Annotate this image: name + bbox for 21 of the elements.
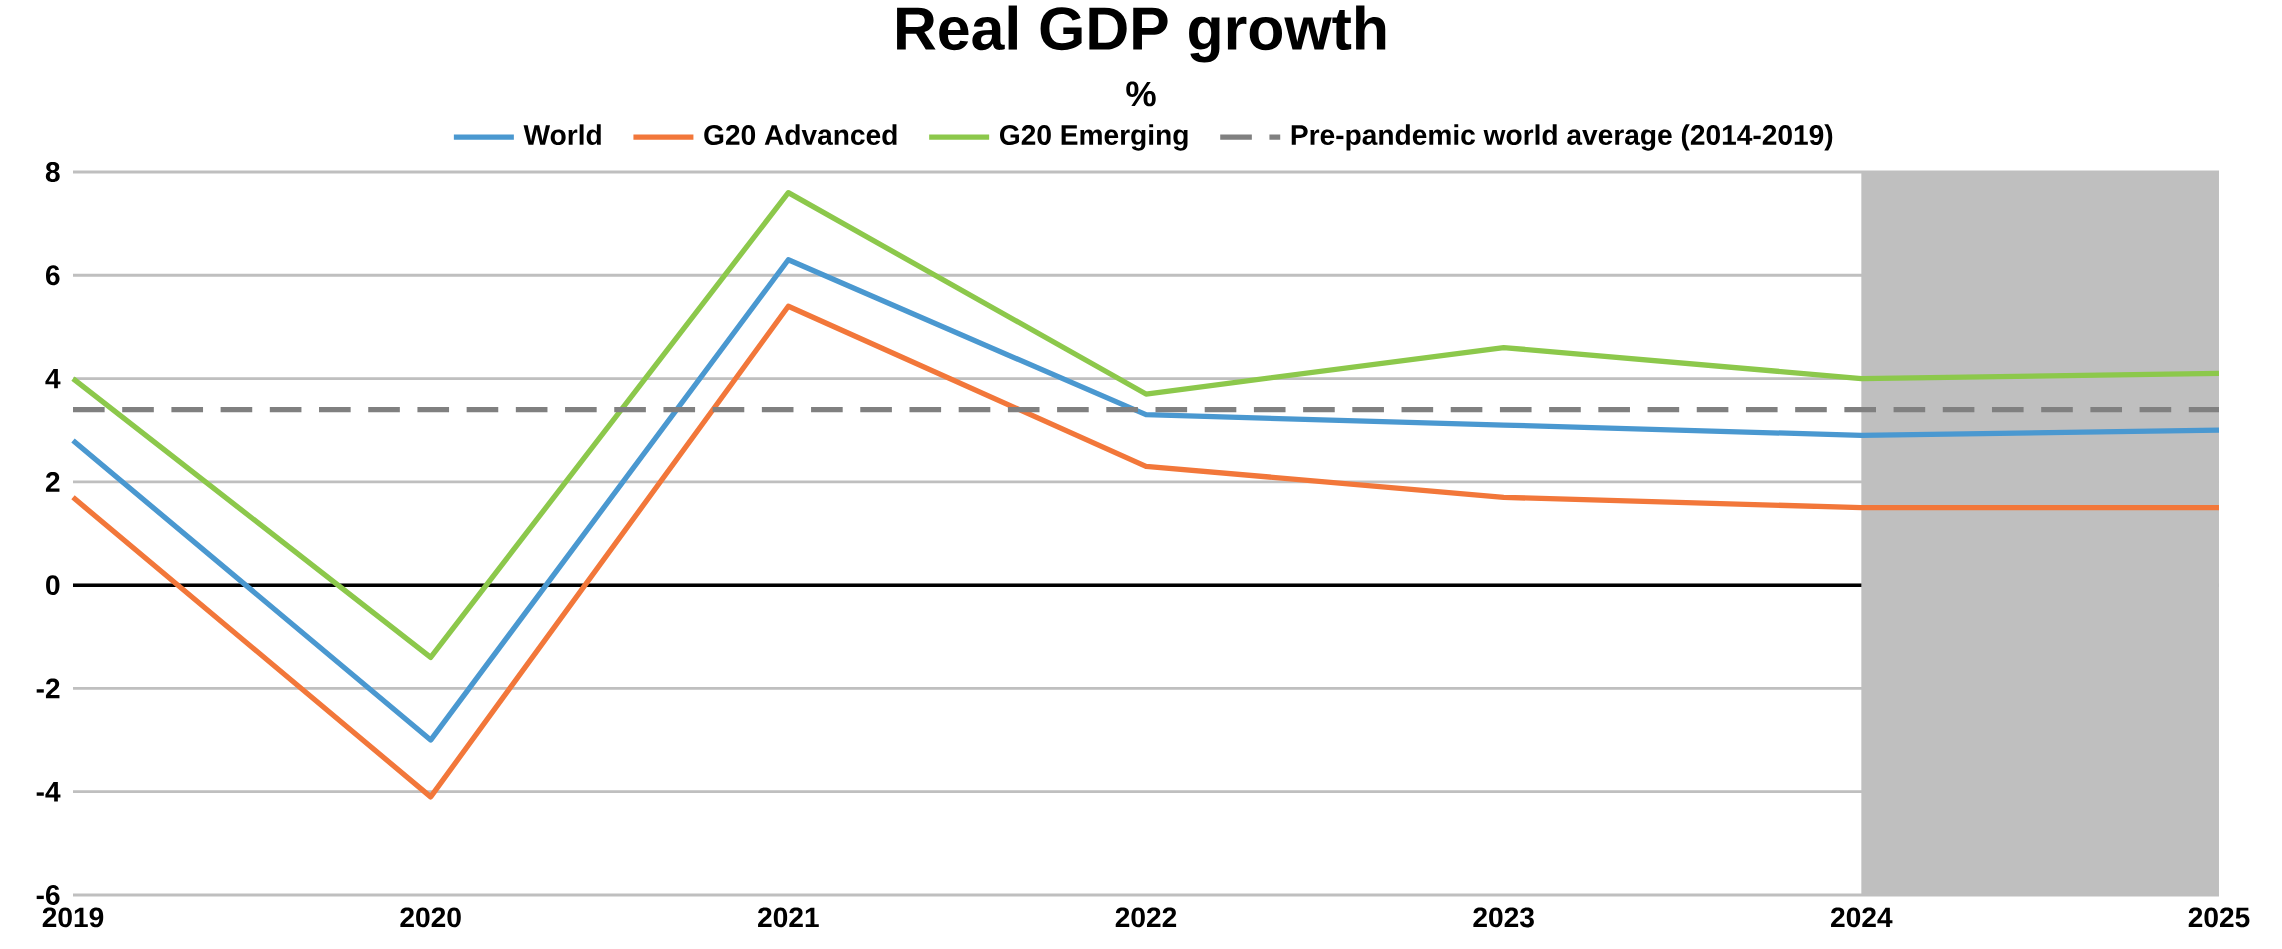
y-tick-label: -4 (36, 782, 61, 802)
y-tick-label: 4 (45, 368, 61, 389)
legend-label: World (523, 124, 601, 145)
x-tick-label: 2024 (1831, 907, 1893, 928)
legend-label: Pre-pandemic world average (2014-2019) (1291, 124, 1833, 151)
x-tick-label: 2023 (1473, 907, 1534, 928)
legend-label: G20 Emerging (999, 124, 1188, 151)
chart-subtitle: % (1126, 81, 1156, 107)
legend-label: G20 Advanced (704, 124, 897, 145)
y-tick-label: 2 (45, 472, 60, 492)
y-tick-label: -2 (36, 678, 60, 699)
y-tick-label: -6 (36, 885, 60, 905)
y-tick-label: 6 (46, 265, 60, 286)
y-tick-label: 8 (45, 162, 60, 182)
y-tick-label: 0 (46, 575, 60, 596)
x-tick-label: 2022 (1115, 907, 1177, 928)
x-tick-label: 2021 (758, 907, 819, 928)
x-tick-label: 2025 (2188, 907, 2250, 928)
x-tick-label: 2019 (42, 907, 104, 928)
x-tick-label: 2020 (400, 907, 461, 928)
chart-title: Real GDP growth (897, 5, 1386, 63)
